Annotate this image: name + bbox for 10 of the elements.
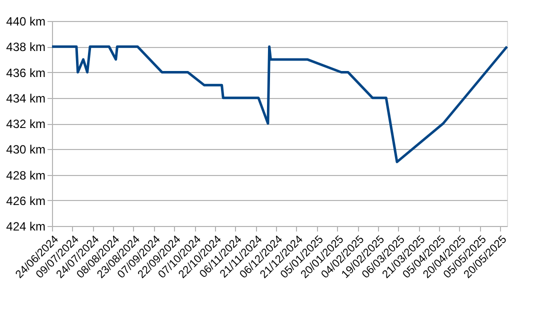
y-tick-label: 440 km xyxy=(6,14,46,28)
y-tick-label: 428 km xyxy=(6,168,46,182)
y-tick-label: 426 km xyxy=(6,194,46,208)
y-tick-label: 436 km xyxy=(6,66,46,80)
y-tick-label: 438 km xyxy=(6,40,46,54)
line-series xyxy=(50,45,508,164)
y-tick-label: 434 km xyxy=(6,91,46,106)
y-tick-label: 424 km xyxy=(6,220,46,234)
y-tick-label: 430 km xyxy=(6,142,46,157)
y-tick-label: 432 km xyxy=(6,117,46,131)
